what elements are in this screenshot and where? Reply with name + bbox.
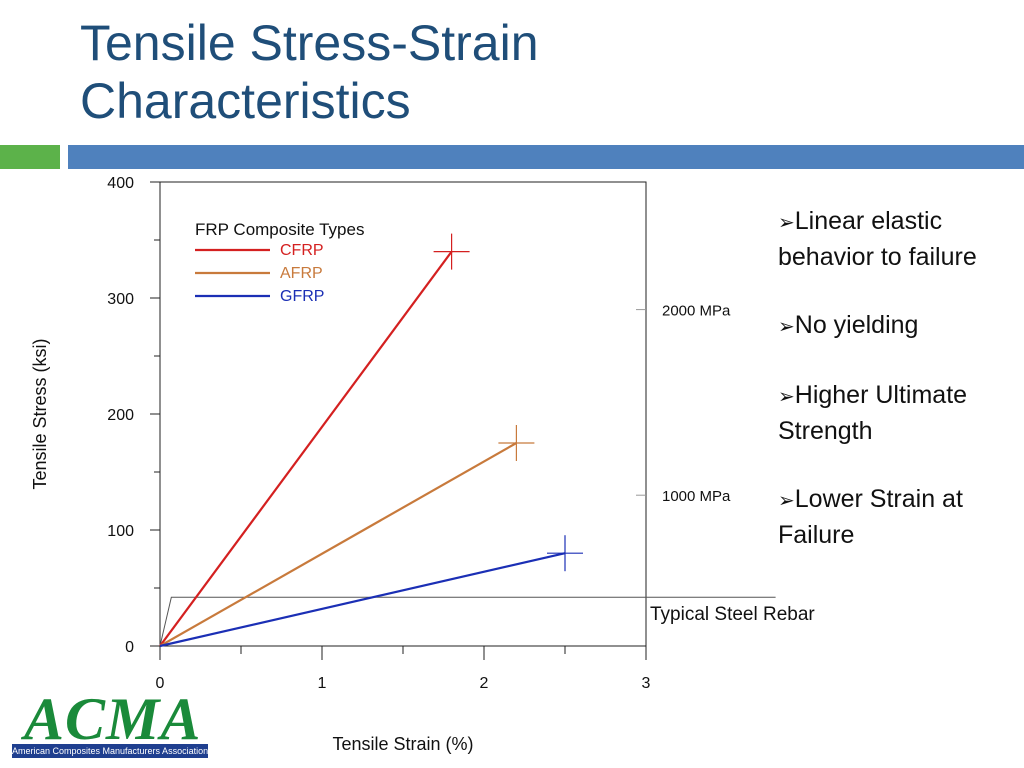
bullet-list: ➢Linear elastic behavior to failure ➢No …: [778, 204, 1018, 586]
steel-rebar-label: Typical Steel Rebar: [650, 604, 815, 625]
mpa-annotation: 2000 MPa: [662, 303, 731, 320]
x-tick-label: 2: [480, 675, 489, 692]
plot-frame: [159, 181, 647, 647]
title-line-1: Tensile Stress-Strain: [80, 15, 539, 71]
y-tick-label: 400: [107, 175, 134, 192]
x-tick-label: 1: [318, 675, 327, 692]
slide-title: Tensile Stress-Strain Characteristics: [80, 14, 780, 130]
bullet-item: ➢No yielding: [778, 308, 1018, 344]
y-tick-label: 100: [107, 523, 134, 540]
acma-logo: ACMA American Composites Manufacturers A…: [8, 688, 208, 760]
series-line-cfrp: [159, 250, 453, 647]
bullet-item: ➢Linear elastic behavior to failure: [778, 204, 1018, 274]
bullet-text: Linear elastic behavior to failure: [778, 207, 977, 271]
arrow-bullet-icon: ➢: [778, 490, 795, 512]
title-line-2: Characteristics: [80, 73, 411, 129]
accent-bar-green: [0, 145, 60, 169]
legend-label-cfrp: CFRP: [280, 242, 324, 259]
y-tick-label: 300: [107, 291, 134, 308]
x-axis-label: Tensile Strain (%): [332, 734, 473, 754]
x-tick-label: 0: [156, 675, 165, 692]
arrow-bullet-icon: ➢: [778, 386, 795, 408]
y-tick-label: 0: [125, 639, 134, 656]
arrow-bullet-icon: ➢: [778, 212, 795, 234]
y-tick-label: 200: [107, 407, 134, 424]
x-tick-label: 3: [642, 675, 651, 692]
steel-rebar-line: [159, 596, 776, 647]
series-line-gfrp: [159, 552, 566, 648]
bullet-item: ➢Lower Strain at Failure: [778, 482, 1018, 552]
y-axis-label: Tensile Stress (ksi): [30, 338, 50, 489]
legend-label-afrp: AFRP: [280, 265, 323, 282]
bullet-text: No yielding: [794, 311, 919, 339]
logo-wordmark: ACMA: [24, 686, 202, 752]
bullet-text: Higher Ultimate Strength: [778, 381, 968, 445]
logo-subtitle: American Composites Manufacturers Associ…: [12, 744, 208, 758]
accent-bar-blue: [68, 145, 1024, 169]
mpa-annotation: 1000 MPa: [662, 488, 731, 505]
bullet-item: ➢Higher Ultimate Strength: [778, 378, 1018, 448]
legend-title: FRP Composite Types: [195, 220, 364, 239]
bullet-text: Lower Strain at Failure: [778, 485, 963, 549]
legend-label-gfrp: GFRP: [280, 288, 324, 305]
arrow-bullet-icon: ➢: [778, 316, 795, 338]
series-line-afrp: [159, 442, 517, 647]
